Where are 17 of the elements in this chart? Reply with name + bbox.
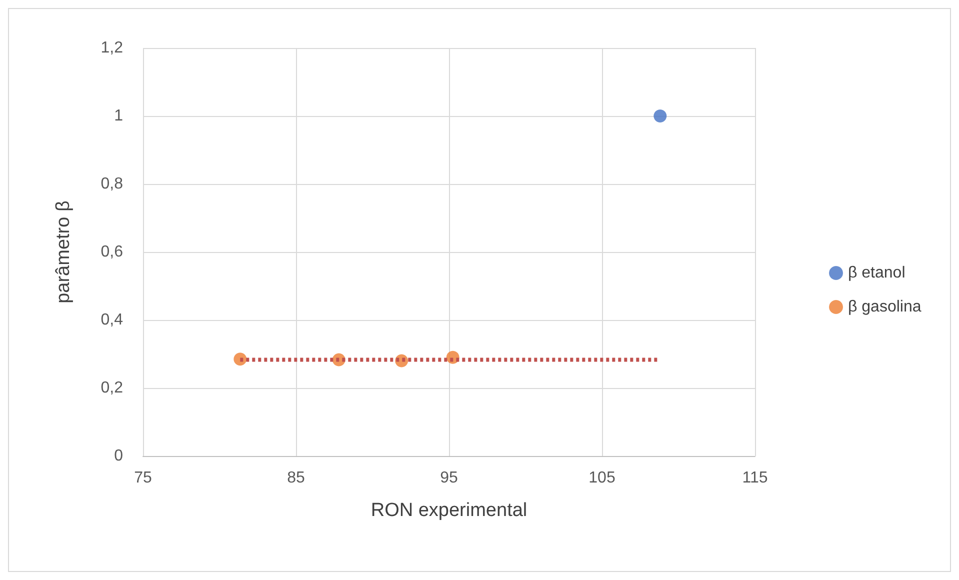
x-tick-label: 105 [588,470,616,486]
legend-label: β gasolina [848,298,922,316]
y-tick-label: 0 [114,448,124,464]
y-tick-label: 0,8 [100,176,124,192]
x-tick-label: 115 [742,470,768,486]
y-tick-label: 0,2 [100,380,124,396]
x-tick-label: 95 [440,470,458,486]
x-tick-label: 85 [287,470,305,486]
x-axis-title: RON experimental [370,500,528,521]
y-tick-label: 1,2 [100,40,124,56]
y-tick-label: 0,6 [100,244,124,260]
legend-label: β etanol [848,264,906,282]
y-axis-title: parâmetro β [53,200,74,304]
y-tick-label: 1 [114,108,124,124]
point [654,110,667,122]
x-tick-label: 75 [134,470,152,486]
y-tick-label: 0,4 [100,312,124,328]
